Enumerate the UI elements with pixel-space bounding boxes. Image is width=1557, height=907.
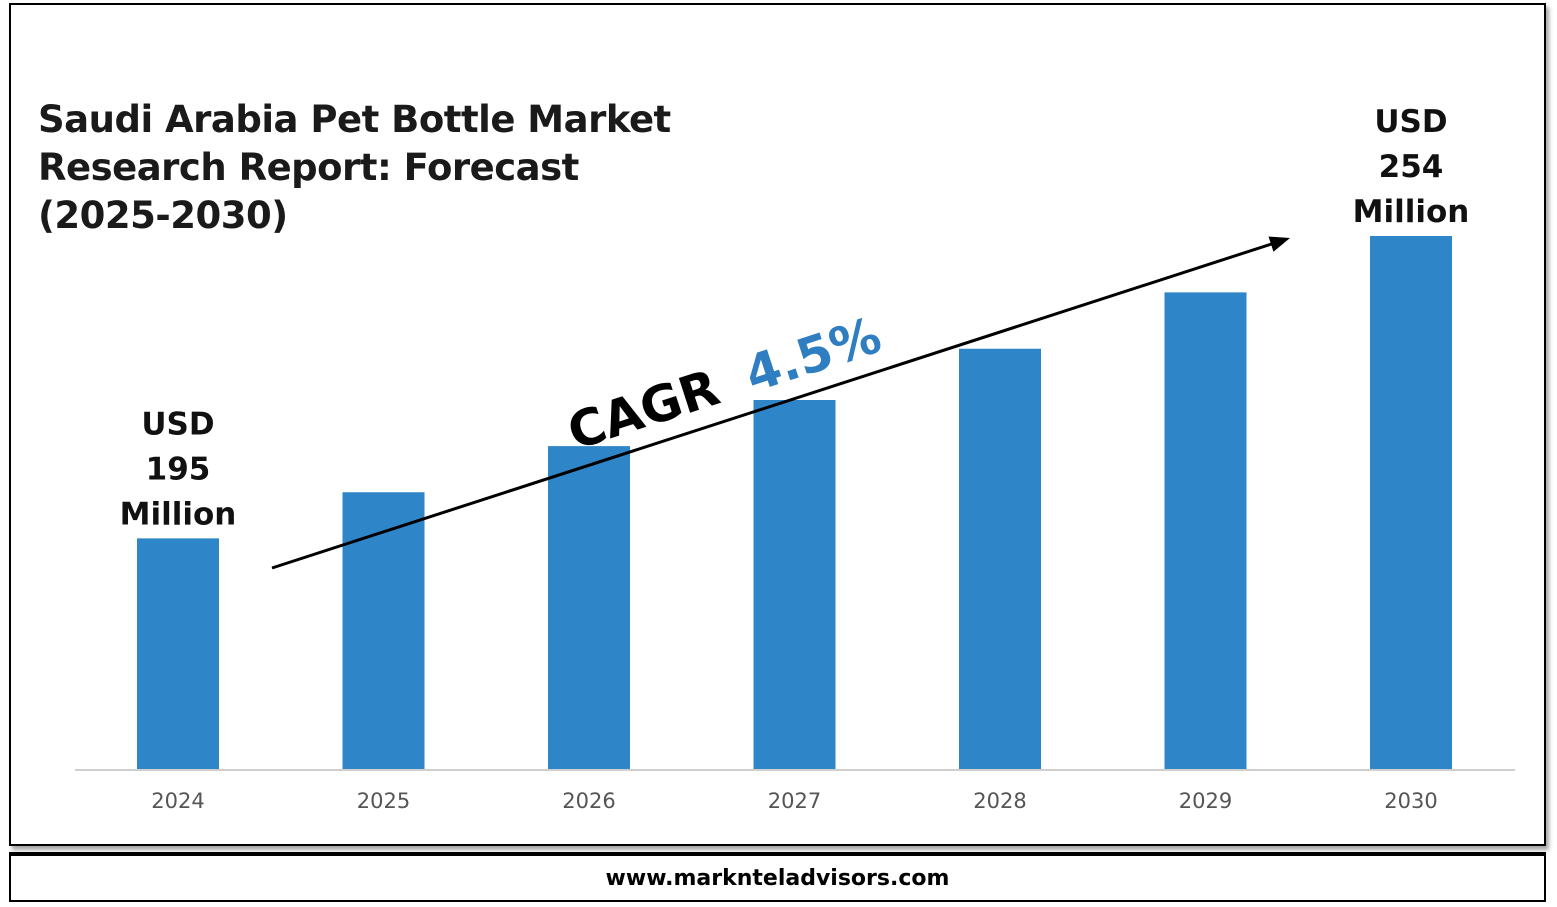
bar-2026 (548, 446, 630, 769)
x-tick-label-2026: 2026 (562, 789, 615, 813)
bar-2027 (753, 400, 836, 769)
website-link[interactable]: www.marknteladvisors.com (605, 866, 950, 891)
value-label-2030-1: 254 (1379, 149, 1444, 185)
x-tick-label-2025: 2025 (357, 789, 410, 813)
trend-arrow-line (271, 241, 1276, 570)
trend-arrow-head (1268, 236, 1290, 252)
x-tick-label-2028: 2028 (973, 789, 1026, 813)
bar-2025 (342, 492, 425, 769)
x-tick-label-2029: 2029 (1179, 789, 1232, 813)
bar-2028 (959, 348, 1041, 769)
footer-bar: www.marknteladvisors.com (9, 852, 1546, 902)
x-tick-label-2027: 2027 (768, 789, 821, 813)
value-label-2024-2: Million (120, 496, 237, 532)
bar-chart: 2024 2025 2026 2027 2028 2029 2030 USD 195 Milli… (75, 104, 1515, 813)
x-tick-label-2024: 2024 (151, 789, 204, 813)
value-label-2024-1: 195 (146, 451, 211, 487)
value-label-2024-0: USD (141, 406, 214, 442)
chart-title: Saudi Arabia Pet Bottle Market Research … (38, 98, 671, 237)
trend-arrow (271, 236, 1290, 570)
bar-2024 (137, 538, 219, 769)
x-tick-label-2030: 2030 (1384, 789, 1437, 813)
bars-group (137, 236, 1452, 769)
value-annotations: USD 195 Million USD 254 Million (120, 104, 1470, 532)
bar-2030 (1370, 236, 1452, 769)
bar-2029 (1164, 292, 1247, 769)
value-label-2030-0: USD (1374, 104, 1447, 140)
cagr-label: CAGR (561, 358, 726, 461)
x-axis-ticks: 2024 2025 2026 2027 2028 2029 2030 (151, 789, 1437, 813)
value-label-2030-2: Million (1353, 194, 1470, 230)
cagr-value: 4.5% (738, 306, 888, 404)
